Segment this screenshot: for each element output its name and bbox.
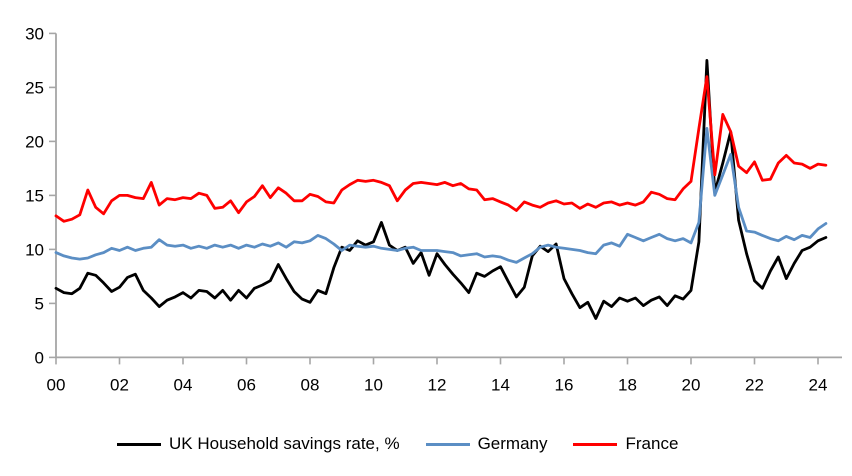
x-axis-tick-label: 06 <box>237 375 256 394</box>
x-axis-tick-label: 10 <box>364 375 383 394</box>
y-axis-tick-label: 20 <box>25 132 44 151</box>
x-axis-tick-label: 12 <box>428 375 447 394</box>
series-line-uk <box>54 59 828 320</box>
x-axis-tick-label: 04 <box>174 375 193 394</box>
legend-line-swatch-france <box>573 442 618 446</box>
legend-item-germany: Germany <box>425 433 548 455</box>
y-axis-tick-label: 15 <box>25 186 44 205</box>
x-axis-tick-label: 18 <box>618 375 637 394</box>
series-line-germany <box>54 126 828 264</box>
series-line-france <box>54 75 828 223</box>
x-axis-tick-label: 16 <box>555 375 574 394</box>
y-axis-tick-label: 10 <box>25 240 44 259</box>
x-axis-tick-label: 22 <box>745 375 764 394</box>
x-axis-tick-label: 08 <box>301 375 320 394</box>
legend: UK Household savings rate, % Germany Fra… <box>117 433 678 455</box>
y-axis-tick-label: 30 <box>25 24 44 43</box>
legend-line-swatch-uk <box>117 442 161 446</box>
x-axis-tick-label: 00 <box>47 375 66 394</box>
x-axis-tick-label: 02 <box>110 375 129 394</box>
legend-label-germany: Germany <box>477 434 548 453</box>
x-axis-tick-label: 14 <box>491 375 510 394</box>
legend-item-france: France <box>573 433 678 455</box>
legend-label-france: France <box>625 434 679 453</box>
y-axis-tick-label: 0 <box>35 348 44 367</box>
x-axis-tick-label: 24 <box>809 375 828 394</box>
x-axis-tick-label: 20 <box>682 375 701 394</box>
y-axis-tick-label: 25 <box>25 78 44 97</box>
legend-item-uk: UK Household savings rate, % <box>117 433 400 455</box>
y-axis-tick-label: 5 <box>35 294 44 313</box>
legend-label-uk: UK Household savings rate, % <box>169 434 400 453</box>
legend-line-swatch-germany <box>425 442 470 446</box>
